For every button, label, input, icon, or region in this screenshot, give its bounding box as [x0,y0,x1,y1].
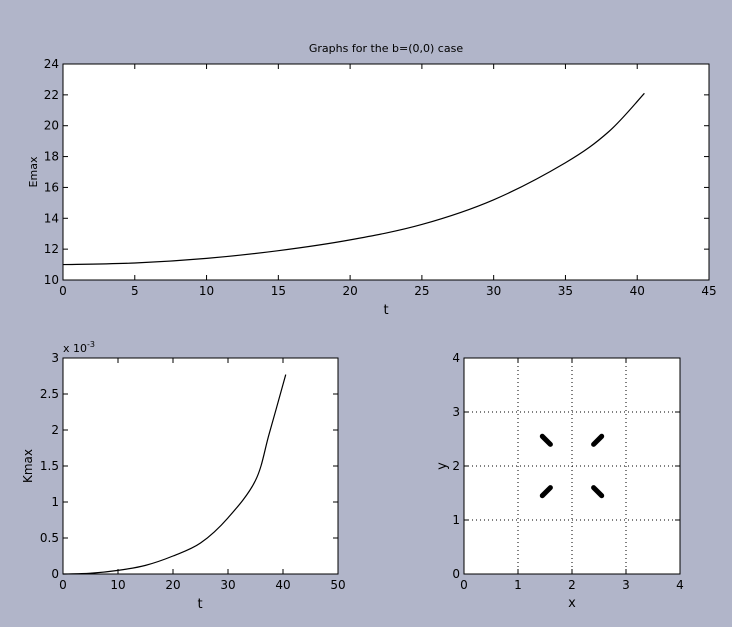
x-tick-label: 40 [275,578,290,592]
x-tick-label: 25 [414,284,429,298]
x-tick-label: 40 [630,284,645,298]
plot-area [62,63,710,281]
kmax-chart: 0 10 20 30 40 50 0 0.5 1 1.5 2 2.5 3 x 10-3 t Kmax [21,340,346,612]
x-tick-label: 2 [568,578,576,592]
y-tick-label: 1.5 [40,459,59,473]
tick-group: 0 1 2 3 4 0 1 2 3 4 [452,351,683,592]
plot-area [62,357,339,575]
x-tick-label: 10 [199,284,214,298]
x-tick-label: 0 [59,284,67,298]
chart-title: Graphs for the b=(0,0) case [309,42,463,55]
y-tick-label: 2 [51,423,59,437]
x-tick-label: 50 [330,578,345,592]
data-segment [539,433,553,447]
y-tick-label: 16 [44,180,59,194]
x-tick-label: 45 [701,284,716,298]
y-exponent-label: x 10-3 [63,340,95,355]
x-tick-label: 5 [131,284,139,298]
exponent-power: -3 [87,340,95,349]
y-tick-label: 22 [44,88,59,102]
y-tick-label: 0.5 [40,531,59,545]
y-tick-label: 14 [44,211,59,225]
y-tick-label: 20 [44,119,59,133]
y-axis-label: Emax [27,156,40,187]
x-tick-label: 30 [220,578,235,592]
emax-line [62,92,645,266]
x-axis-label: t [197,597,202,612]
x-axis-label: x [568,596,576,611]
x-tick-label: 30 [486,284,501,298]
x-axis-label: t [383,303,388,318]
y-tick-label: 1 [452,513,460,527]
x-tick-label: 3 [622,578,630,592]
x-tick-label: 0 [59,578,67,592]
x-tick-label: 20 [342,284,357,298]
y-tick-label: 0 [51,567,59,581]
y-tick-label: 3 [51,351,59,365]
x-tick-label: 15 [271,284,286,298]
x-tick-label: 0 [460,578,468,592]
y-tick-label: 10 [44,273,59,287]
data-segment [539,485,553,499]
y-axis-label: y [435,462,450,470]
data-segment [591,433,605,447]
y-tick-label: 4 [452,351,460,365]
grid-lines [464,358,680,574]
tick-group: 0 10 20 30 40 50 0 0.5 1 1.5 2 2.5 3 [40,351,346,592]
x-tick-label: 4 [676,578,684,592]
y-tick-label: 12 [44,242,59,256]
y-tick-label: 18 [44,150,59,164]
x-tick-label: 1 [514,578,522,592]
data-segment [591,485,605,499]
tick-group: 0 5 10 15 20 25 30 35 40 45 10 12 14 16 18 20 22 24 [44,57,717,298]
y-tick-label: 2 [452,459,460,473]
x-tick-label: 35 [558,284,573,298]
y-tick-label: 3 [452,405,460,419]
y-axis-label: Kmax [21,449,35,483]
kmax-line [62,374,287,575]
x-tick-label: 20 [165,578,180,592]
segment-group [539,433,605,499]
y-tick-label: 2.5 [40,387,59,401]
y-tick-label: 24 [44,57,59,71]
y-tick-label: 1 [51,495,59,509]
x-tick-label: 10 [110,578,125,592]
emax-chart: Graphs for the b=(0,0) case 0 5 10 15 20 25 30… [27,42,717,318]
exponent-base: x 10 [63,342,87,355]
xy-chart: 0 1 2 3 4 0 1 2 3 4 x y [435,351,684,611]
y-tick-label: 0 [452,567,460,581]
